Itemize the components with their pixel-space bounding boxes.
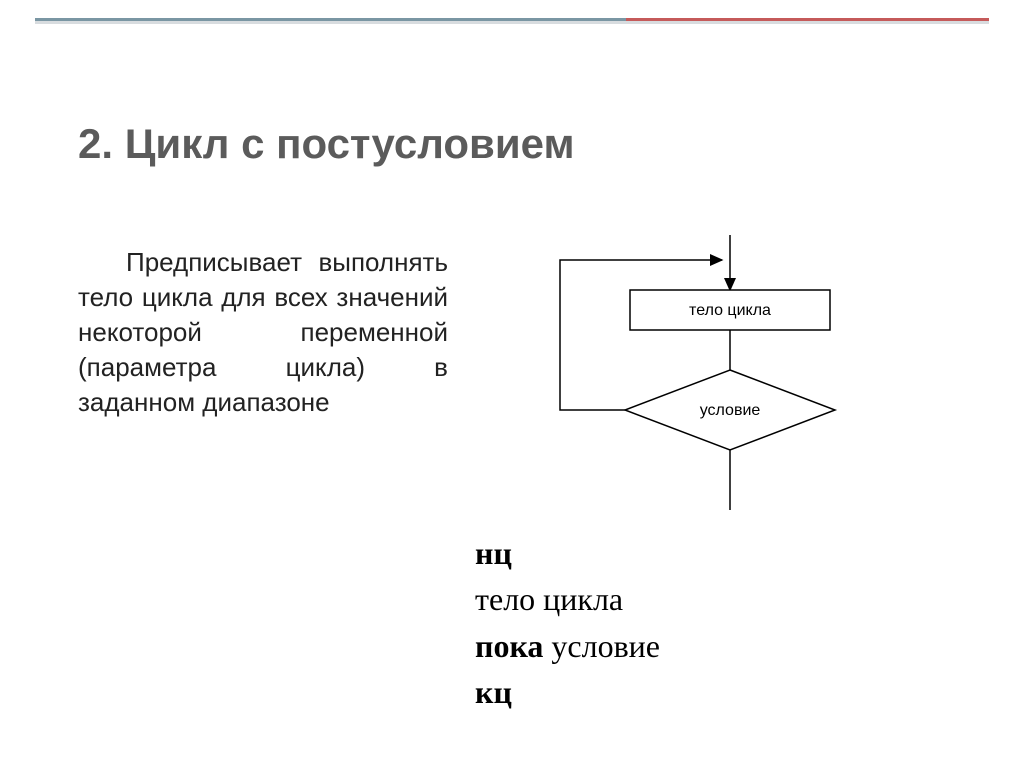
code-line-3: кц (475, 669, 660, 715)
top-accent-bar (35, 18, 989, 24)
code-line-1: тело цикла (475, 576, 660, 622)
flowchart-diagram: тело цикла условие (500, 215, 900, 535)
code-line-0: нц (475, 530, 660, 576)
slide-title: 2. Цикл с постусловием (78, 120, 575, 168)
slide-description: Предписывает выполнять тело цикла для вс… (78, 245, 448, 420)
flowchart-label-condition: условие (700, 402, 761, 419)
top-accent-shadow (35, 21, 989, 24)
pseudocode-block: нцтело циклапока условиекц (475, 530, 660, 716)
code-line-2: пока условие (475, 623, 660, 669)
flowchart-label-body: тело цикла (689, 302, 771, 319)
